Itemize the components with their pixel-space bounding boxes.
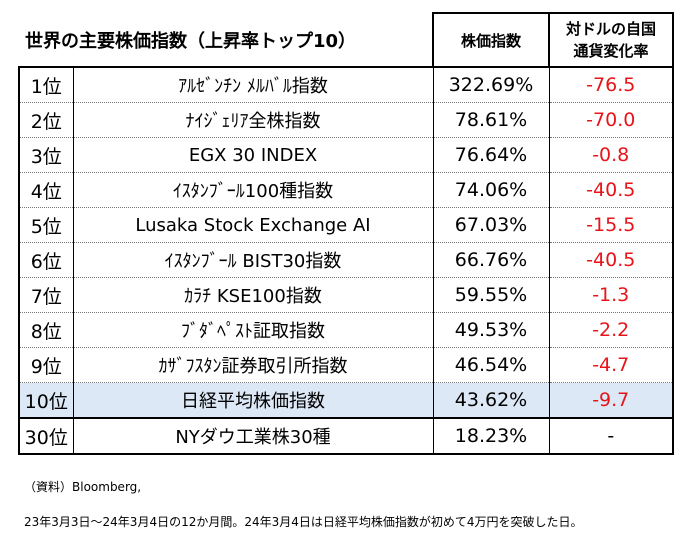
currency-change-cell: -70.0 <box>548 102 674 138</box>
table-row: 3位 EGX 30 INDEX 76.64% -0.8 <box>18 137 674 173</box>
table-row: 5位 Lusaka Stock Exchange AI 67.03% -15.5 <box>18 207 674 243</box>
index-name-cell: ﾌﾞﾀﾞﾍﾟｽﾄ証取指数 <box>72 312 434 348</box>
return-cell: 76.64% <box>432 137 550 173</box>
column-header-line: 対ドルの自国 <box>565 20 656 38</box>
table-row: 2位 ﾅｲｼﾞｪﾘｱ全株指数 78.61% -70.0 <box>18 102 674 138</box>
period-note: 23年3月3日～24年3月4日の12か月間。24年3月4日は日経平均株価指数が初… <box>24 515 583 529</box>
index-name-cell: ｶｻﾞﾌｽﾀﾝ証券取引所指数 <box>72 347 434 383</box>
currency-change-cell: -1.3 <box>548 277 674 313</box>
table-row: 4位 ｲｽﾀﾝﾌﾞｰﾙ100種指数 74.06% -40.5 <box>18 172 674 208</box>
header-row: 世界の主要株価指数（上昇率トップ10） 株価指数 対ドルの自国 通貨変化率 <box>19 12 674 68</box>
return-cell: 43.62% <box>432 382 550 419</box>
table-row: 6位 ｲｽﾀﾝﾌﾞｰﾙ BIST30指数 66.76% -40.5 <box>18 242 674 278</box>
rank-cell: 1位 <box>18 67 74 103</box>
index-name-cell: EGX 30 INDEX <box>72 137 434 173</box>
index-name-cell: NYダウ工業株30種 <box>72 418 434 455</box>
column-header: 株価指数 <box>432 12 550 68</box>
column-header-line: 通貨変化率 <box>573 42 649 60</box>
table-row: 30位 NYダウ工業株30種 18.23% - <box>18 418 674 455</box>
currency-change-cell: -9.7 <box>548 382 674 419</box>
table-row: 8位 ﾌﾞﾀﾞﾍﾟｽﾄ証取指数 49.53% -2.2 <box>18 312 674 348</box>
return-cell: 74.06% <box>432 172 550 208</box>
currency-change-cell: -40.5 <box>548 242 674 278</box>
currency-change-cell: -15.5 <box>548 207 674 243</box>
source-note: （資料）Bloomberg, <box>24 480 142 494</box>
ranking-table: 世界の主要株価指数（上昇率トップ10） 株価指数 対ドルの自国 通貨変化率 1位… <box>18 12 674 455</box>
index-name-cell: ｲｽﾀﾝﾌﾞｰﾙ BIST30指数 <box>72 242 434 278</box>
index-name-cell: 日経平均株価指数 <box>72 382 434 419</box>
return-cell: 49.53% <box>432 312 550 348</box>
rank-cell: 7位 <box>18 277 74 313</box>
currency-change-cell: -76.5 <box>548 67 674 103</box>
return-cell: 78.61% <box>432 102 550 138</box>
table-row: 10位 日経平均株価指数 43.62% -9.7 <box>18 382 674 419</box>
table-row: 1位 ｱﾙｾﾞﾝﾁﾝ ﾒﾙﾊﾞﾙ指数 322.69% -76.5 <box>18 67 674 103</box>
column-header: 対ドルの自国 通貨変化率 <box>548 12 674 68</box>
index-name-cell: ｶﾗﾁ KSE100指数 <box>72 277 434 313</box>
currency-change-cell: -4.7 <box>548 347 674 383</box>
currency-change-cell: -0.8 <box>548 137 674 173</box>
currency-change-cell: - <box>548 418 674 455</box>
rank-cell: 4位 <box>18 172 74 208</box>
index-name-cell: ｱﾙｾﾞﾝﾁﾝ ﾒﾙﾊﾞﾙ指数 <box>72 67 434 103</box>
index-name-cell: ｲｽﾀﾝﾌﾞｰﾙ100種指数 <box>72 172 434 208</box>
table-title: 世界の主要株価指数（上昇率トップ10） <box>19 13 433 68</box>
index-name-cell: Lusaka Stock Exchange AI <box>72 207 434 243</box>
return-cell: 18.23% <box>432 418 550 455</box>
rank-cell: 30位 <box>18 418 74 455</box>
return-cell: 322.69% <box>432 67 550 103</box>
rank-cell: 9位 <box>18 347 74 383</box>
return-cell: 46.54% <box>432 347 550 383</box>
currency-change-cell: -40.5 <box>548 172 674 208</box>
currency-change-cell: -2.2 <box>548 312 674 348</box>
rank-cell: 10位 <box>18 382 74 419</box>
rank-cell: 3位 <box>18 137 74 173</box>
rank-cell: 6位 <box>18 242 74 278</box>
return-cell: 59.55% <box>432 277 550 313</box>
rank-cell: 8位 <box>18 312 74 348</box>
index-name-cell: ﾅｲｼﾞｪﾘｱ全株指数 <box>72 102 434 138</box>
return-cell: 67.03% <box>432 207 550 243</box>
table-body: 1位 ｱﾙｾﾞﾝﾁﾝ ﾒﾙﾊﾞﾙ指数 322.69% -76.5 2位 ﾅｲｼﾞｪﾘｱ全株… <box>18 67 674 455</box>
table-row: 7位 ｶﾗﾁ KSE100指数 59.55% -1.3 <box>18 277 674 313</box>
rank-cell: 5位 <box>18 207 74 243</box>
rank-cell: 2位 <box>18 102 74 138</box>
return-cell: 66.76% <box>432 242 550 278</box>
table-row: 9位 ｶｻﾞﾌｽﾀﾝ証券取引所指数 46.54% -4.7 <box>18 347 674 383</box>
